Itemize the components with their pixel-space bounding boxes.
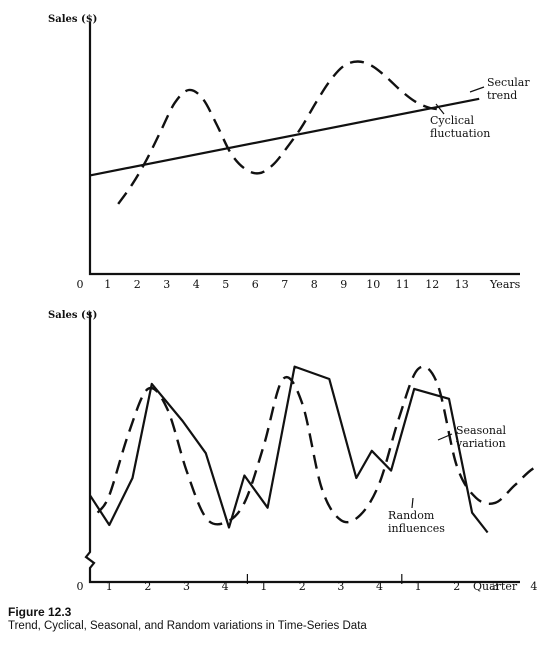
chart-2-series-random-influences [89, 365, 489, 534]
chart-2-x-label: Quarter [473, 580, 518, 593]
chart-2-x-tick-label: 1 [415, 580, 422, 593]
chart-1-x-tick-label: 3 [163, 278, 170, 291]
chart-1-series-cyclical-fluctuation [117, 60, 443, 205]
chart-1-x-tick-label: 1 [104, 278, 111, 291]
chart-2-x-tick-label: 2 [144, 580, 151, 593]
chart-1-x-tick-label: 11 [396, 278, 410, 291]
chart-2-annotation-1: Seasonal [456, 424, 507, 437]
figure: Sales ($)0 1 2 3 4 5 6 7 8 9 10 11 12 13 YearsSeculart… [48, 14, 540, 593]
chart-1-x-tick-label: 13 [455, 278, 469, 291]
chart-2-series-seasonal-variation [96, 365, 540, 526]
chart-2-origin-label: 0 [77, 580, 84, 593]
chart-1-x-tick-label: 12 [425, 278, 439, 291]
chart-1-annotation-1-leader [469, 86, 485, 93]
chart-1-annotation-2: Cyclical [430, 114, 475, 127]
chart-2-x-tick-label: 3 [492, 580, 499, 593]
chart-1-annotation-2: fluctuation [430, 127, 490, 140]
chart-1-origin-label: 0 [77, 278, 84, 291]
chart-1-x-tick-label: 5 [222, 278, 229, 291]
chart-2-annotation-2-leader [411, 497, 414, 509]
chart-2-x-tick-label: 4 [376, 580, 383, 593]
figure-caption: Trend, Cyclical, Seasonal, and Random va… [8, 620, 367, 632]
chart-1-x-tick-label: 2 [134, 278, 141, 291]
chart-1-x-tick-label: 6 [252, 278, 259, 291]
chart-2-y-label: Sales ($) [48, 310, 97, 321]
chart-2-x-tick-label: 1 [106, 580, 113, 593]
chart-2-x-tick-label: 2 [453, 580, 460, 593]
chart-2-x-tick-label: 2 [299, 580, 306, 593]
chart-2-annotation-1-leader [437, 433, 453, 441]
chart-1-annotation-2-leader [435, 103, 445, 115]
chart-2-annotation-2: influences [388, 522, 445, 535]
chart-2-axes [84, 312, 520, 584]
chart-1-x-label: Years [489, 278, 521, 291]
chart-2-x-tick-label: 3 [337, 580, 344, 593]
chart-2-annotation-2: Random [388, 509, 435, 522]
chart-1-x-tick-label: 7 [281, 278, 288, 291]
chart-2-x-tick-label: 3 [183, 580, 190, 593]
chart-2-x-tick-label: 4 [530, 580, 537, 593]
chart-1-x-tick-label: 9 [340, 278, 347, 291]
chart-1-x-tick-label: 8 [311, 278, 318, 291]
chart-2-annotation-1: variation [455, 437, 506, 450]
chart-2-x-tick-label: 1 [260, 580, 267, 593]
chart-1-x-tick-label: 10 [366, 278, 380, 291]
chart-1-annotation-1: trend [487, 89, 517, 102]
chart-2-x-tick-label: 4 [222, 580, 229, 593]
chart-1-y-label: Sales ($) [48, 14, 97, 25]
chart-1-axes [88, 22, 520, 276]
chart-1-x-tick-label: 4 [193, 278, 200, 291]
figure-label: Figure 12.3 [8, 605, 72, 619]
chart-1-series-secular-trend [89, 97, 480, 177]
chart-1-annotation-1: Secular [487, 76, 530, 89]
